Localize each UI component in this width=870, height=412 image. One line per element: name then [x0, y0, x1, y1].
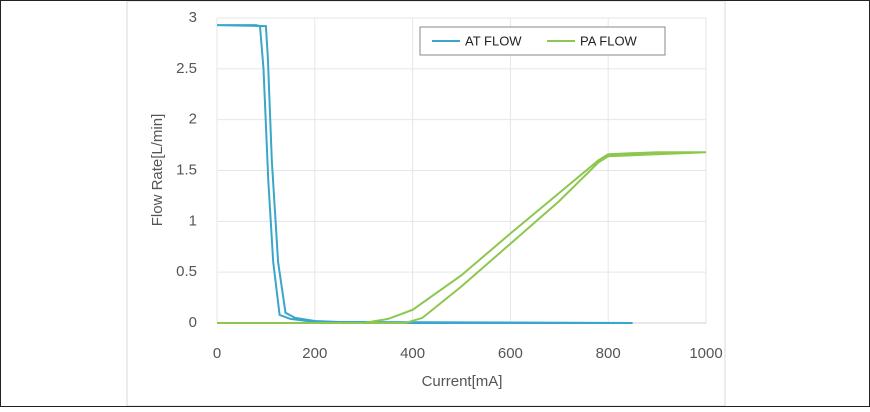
- y-axis-label: Flow Rate[L/min]: [149, 114, 166, 227]
- x-tick-label: 0: [213, 345, 221, 362]
- legend-label: PA FLOW: [580, 33, 638, 48]
- line-series: [217, 151, 707, 324]
- x-tick-label: 400: [400, 345, 425, 362]
- y-tick-label: 2.5: [176, 60, 197, 77]
- y-tick-label: 2: [189, 111, 197, 128]
- x-tick-label: 800: [596, 345, 621, 362]
- x-tick-label: 1000: [689, 345, 722, 362]
- y-tick-label: 1.5: [176, 161, 197, 178]
- y-tick-label: 3: [189, 9, 197, 26]
- y-tick-label: 1: [189, 212, 197, 229]
- x-tick-label: 600: [498, 345, 523, 362]
- legend-label: AT FLOW: [465, 33, 522, 48]
- y-tick-label: 0: [189, 314, 197, 331]
- x-tick-label: 200: [302, 345, 327, 362]
- line-series: [216, 24, 633, 324]
- legend-box: [419, 26, 666, 56]
- y-tick-label: 0.5: [176, 263, 197, 280]
- x-axis-label: Current[mA]: [422, 373, 503, 390]
